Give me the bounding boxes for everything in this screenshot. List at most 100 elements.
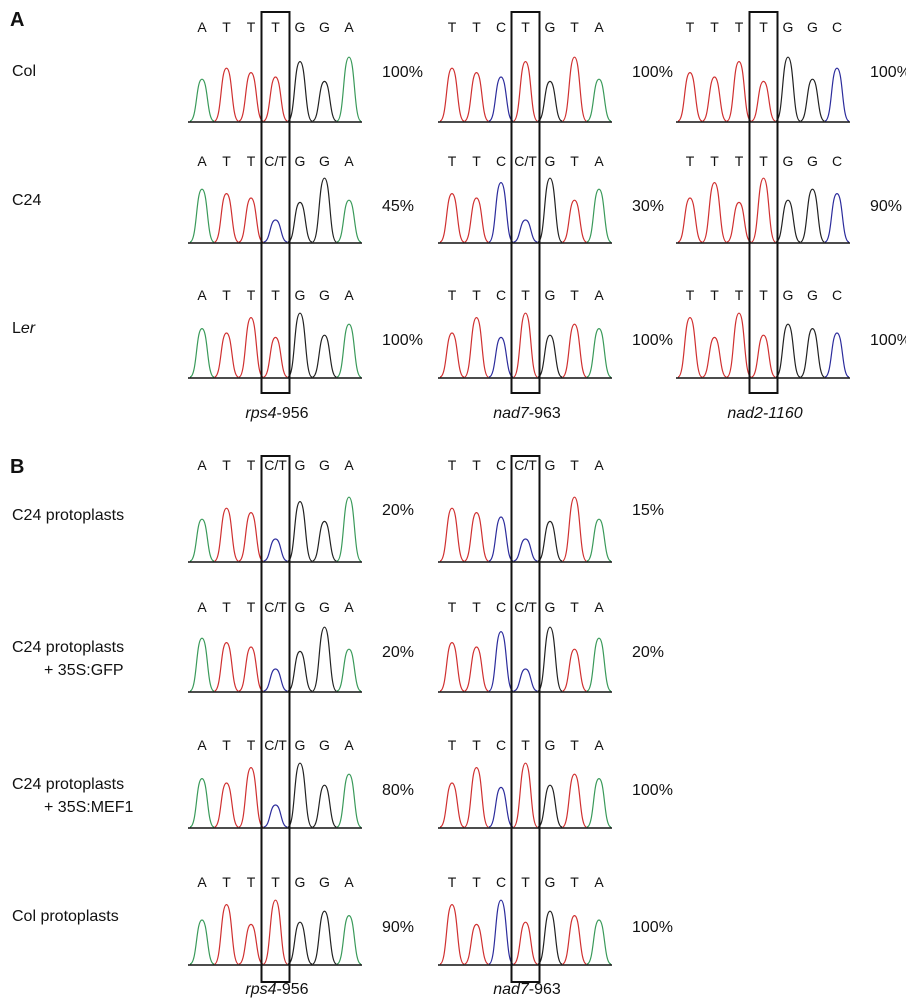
gene-italic: nad2-1160 — [727, 405, 802, 422]
base-letter: C/T — [264, 457, 287, 473]
base-letter: C — [832, 19, 842, 35]
peak — [514, 763, 538, 827]
peak — [776, 57, 800, 121]
peak — [465, 73, 489, 121]
base-letter: T — [448, 874, 457, 890]
gene-plain: -963 — [529, 405, 561, 422]
base-letter: T — [710, 153, 719, 169]
edit-percent: 100% — [632, 332, 673, 349]
row-label-text: Col — [12, 63, 36, 80]
peak — [264, 220, 288, 242]
base-letter: G — [295, 19, 306, 35]
peak — [776, 200, 800, 242]
peak — [215, 333, 239, 377]
peak — [264, 669, 288, 691]
base-letter: G — [319, 457, 330, 473]
edit-site-box — [512, 12, 540, 393]
peak — [752, 178, 776, 242]
peak — [440, 333, 464, 377]
peak — [563, 649, 587, 691]
edit-percent: 100% — [870, 64, 906, 81]
base-letter: T — [686, 287, 695, 303]
base-letter: T — [247, 599, 256, 615]
edit-percent: 100% — [632, 782, 673, 799]
base-letter: G — [807, 153, 818, 169]
peak — [514, 313, 538, 377]
peak — [440, 783, 464, 827]
base-letter: A — [197, 737, 207, 753]
gene-label: rps4-956 — [245, 405, 308, 422]
base-letter: G — [295, 599, 306, 615]
peak — [313, 521, 337, 561]
peak — [752, 81, 776, 121]
peak — [489, 632, 513, 691]
base-letter: T — [759, 287, 768, 303]
base-letter: T — [735, 153, 744, 169]
peak — [538, 785, 562, 827]
peak — [489, 900, 513, 964]
base-letter: C/T — [264, 737, 287, 753]
base-letter: T — [222, 737, 231, 753]
base-letter: T — [570, 737, 579, 753]
peak — [538, 627, 562, 691]
peak — [678, 318, 702, 377]
peak — [587, 79, 611, 121]
edit-percent: 100% — [870, 332, 906, 349]
edit-percent: 45% — [382, 198, 414, 215]
peak — [190, 519, 214, 561]
base-letter: T — [472, 874, 481, 890]
peak — [727, 62, 751, 121]
peak — [337, 324, 361, 377]
base-letter: T — [710, 19, 719, 35]
peak — [727, 202, 751, 242]
base-letter: T — [247, 19, 256, 35]
gene-plain: -956 — [277, 981, 309, 998]
peak — [563, 200, 587, 242]
base-letter: G — [807, 19, 818, 35]
base-letter: T — [686, 19, 695, 35]
row-label: Col — [12, 63, 36, 80]
peak — [538, 81, 562, 121]
peak — [587, 779, 611, 827]
peak — [514, 922, 538, 964]
base-letter: T — [271, 287, 280, 303]
edit-site-box — [262, 12, 290, 393]
peak — [465, 768, 489, 827]
peak — [264, 539, 288, 561]
peak — [465, 198, 489, 242]
base-letter: C — [496, 737, 506, 753]
peak — [313, 335, 337, 377]
base-letter: A — [594, 153, 604, 169]
base-letter: T — [759, 153, 768, 169]
edit-percent: 100% — [632, 919, 673, 936]
peak — [514, 62, 538, 121]
base-letter: G — [319, 737, 330, 753]
base-letter: T — [247, 153, 256, 169]
base-letter: C/T — [514, 599, 537, 615]
peak — [440, 194, 464, 242]
base-letter: T — [570, 153, 579, 169]
base-letter: A — [197, 153, 207, 169]
base-letter: T — [472, 737, 481, 753]
peak — [514, 539, 538, 561]
peak — [489, 787, 513, 827]
base-letter: T — [222, 599, 231, 615]
peak — [563, 497, 587, 561]
base-letter: C — [496, 599, 506, 615]
peak — [288, 62, 312, 121]
edit-percent: 20% — [382, 644, 414, 661]
peak — [727, 313, 751, 377]
base-letter: A — [344, 287, 354, 303]
base-letter: A — [344, 599, 354, 615]
base-letter: T — [448, 599, 457, 615]
edit-percent: 90% — [870, 198, 902, 215]
base-letter: T — [222, 19, 231, 35]
gene-italic: nad7 — [493, 405, 530, 422]
base-letter: T — [570, 457, 579, 473]
base-letter: T — [222, 153, 231, 169]
base-letter: A — [594, 599, 604, 615]
peak — [215, 905, 239, 964]
panel-label: A — [10, 9, 24, 31]
base-letter: T — [448, 737, 457, 753]
row-label: Ler — [12, 320, 36, 337]
